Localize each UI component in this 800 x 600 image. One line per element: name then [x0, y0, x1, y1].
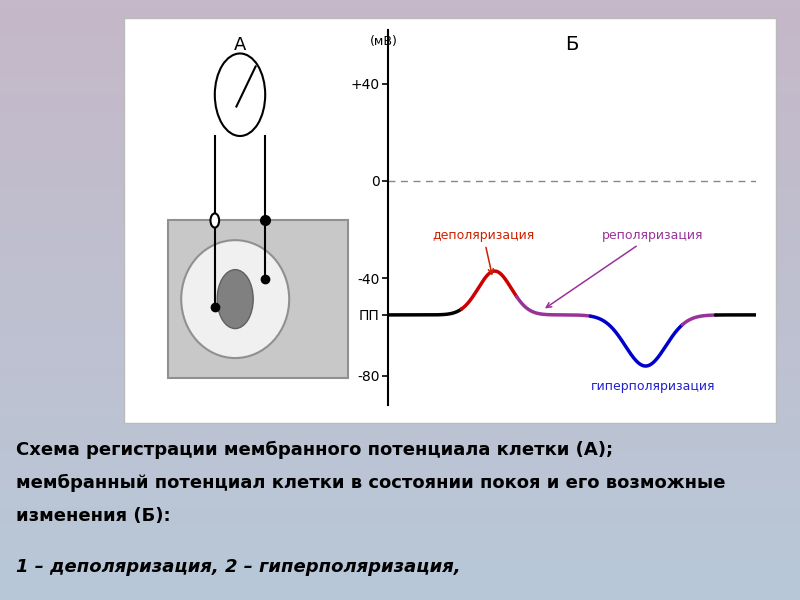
Ellipse shape	[181, 240, 290, 358]
Text: мембранный потенциал клетки в состоянии покоя и его возможные: мембранный потенциал клетки в состоянии …	[16, 474, 726, 492]
Circle shape	[214, 53, 266, 136]
Circle shape	[218, 269, 253, 329]
Text: А: А	[234, 36, 246, 54]
Text: (мВ): (мВ)	[370, 35, 398, 48]
Bar	[124, 18, 776, 423]
Text: Б: Б	[566, 35, 578, 54]
Text: деполяризация: деполяризация	[432, 229, 534, 274]
Text: изменения (Б):: изменения (Б):	[16, 507, 170, 525]
Text: реполяризация: реполяризация	[546, 229, 703, 308]
Text: гиперполяризация: гиперполяризация	[590, 380, 715, 393]
Bar	[168, 220, 348, 378]
Circle shape	[210, 214, 219, 227]
Text: 1 – деполяризация, 2 – гиперполяризация,: 1 – деполяризация, 2 – гиперполяризация,	[16, 558, 461, 576]
Text: Схема регистрации мембранного потенциала клетки (А);: Схема регистрации мембранного потенциала…	[16, 441, 613, 459]
